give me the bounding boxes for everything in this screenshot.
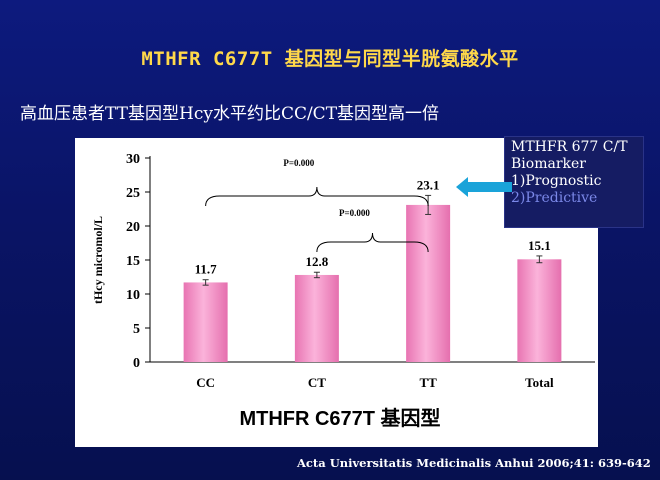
significance-brace	[316, 232, 429, 253]
biomarker-callout: MTHFR 677 C/T Biomarker 1)Prognostic 2)P…	[504, 136, 644, 228]
callout-line-3: 1)Prognostic	[511, 173, 602, 189]
y-tick-label: 20	[126, 220, 140, 235]
y-tick-label: 0	[133, 356, 140, 371]
y-tick-label: 5	[133, 322, 140, 337]
bar-tt	[406, 204, 451, 362]
y-tick-label: 25	[126, 186, 140, 201]
p-value-label: P=0.000	[283, 158, 314, 168]
x-tick-label: Total	[525, 375, 554, 390]
bar-total	[517, 259, 562, 362]
slide-title: MTHFR C677T 基因型与同型半胱氨酸水平	[141, 48, 519, 70]
slide-subtitle: 高血压患者TT基因型Hcy水平约比CC/CT基因型高一倍	[20, 104, 440, 124]
y-tick-label: 15	[126, 254, 140, 269]
x-tick-label: TT	[419, 375, 437, 390]
citation: Acta Universitatis Medicinalis Anhui 200…	[297, 456, 651, 470]
left-arrow-icon	[456, 177, 512, 197]
bar-ct	[294, 274, 339, 362]
y-tick-label: 10	[126, 288, 140, 303]
p-value-label: P=0.000	[339, 208, 370, 218]
data-label: 23.1	[417, 177, 440, 192]
x-tick-label: CT	[308, 375, 326, 390]
callout-line-4: 2)Predictive	[511, 190, 598, 206]
bar-chart: 0 5 10 15 20 25 30 tHcy micromol/L 11.7 CC 12.8 CT 2…	[91, 152, 595, 430]
significance-brace	[205, 186, 429, 207]
callout-line-1: MTHFR 677 C/T	[511, 139, 628, 155]
bar-cc	[183, 282, 228, 362]
y-tick-label: 30	[126, 152, 140, 167]
callout-line-2: Biomarker	[511, 156, 586, 172]
y-axis-label: tHcy micromol/L	[91, 216, 105, 304]
data-label: 12.8	[306, 254, 329, 269]
data-label: 15.1	[528, 238, 551, 253]
data-label: 11.7	[195, 262, 218, 277]
x-axis-label: MTHFR C677T 基因型	[239, 407, 440, 430]
x-tick-label: CC	[196, 375, 215, 390]
